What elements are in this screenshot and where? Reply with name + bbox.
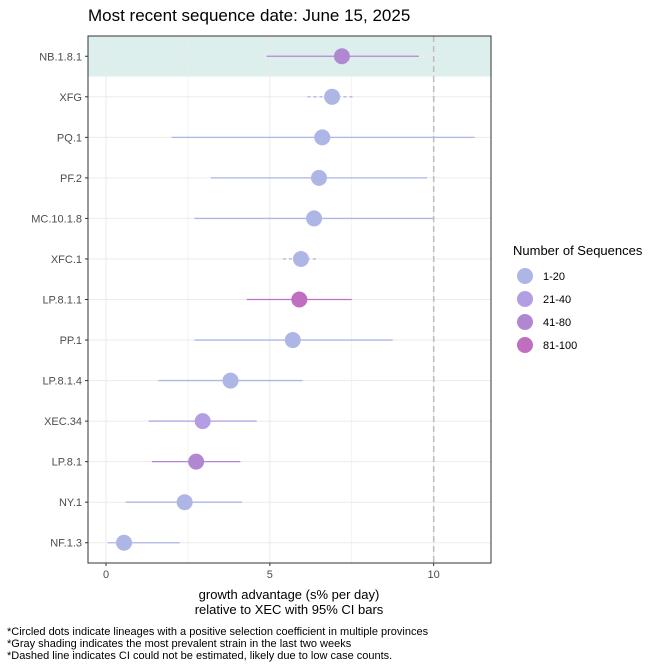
x-axis-title: growth advantage (s% per day) bbox=[199, 587, 380, 602]
data-point bbox=[333, 48, 350, 65]
footnote-dashed-line: *Dashed line indicates CI could not be e… bbox=[7, 650, 393, 662]
data-point bbox=[292, 250, 309, 267]
reference-strain: XEC bbox=[255, 602, 282, 617]
y-tick-label: PQ.1 bbox=[57, 132, 82, 144]
x-tick-label: 5 bbox=[267, 569, 273, 581]
legend-key bbox=[517, 337, 533, 353]
legend-key bbox=[517, 291, 533, 307]
y-tick-label: PP.1 bbox=[60, 335, 82, 347]
data-point bbox=[284, 332, 301, 349]
x-axis-subtitle-prefix: relative to bbox=[195, 602, 251, 617]
data-point bbox=[310, 169, 327, 186]
data-point bbox=[188, 453, 205, 470]
x-axis-subtitle-suffix: with 95% CI bars bbox=[284, 602, 384, 617]
y-tick-label: NF.1.3 bbox=[50, 538, 82, 550]
legend-key bbox=[517, 268, 533, 284]
legend-title: Number of Sequences bbox=[513, 243, 643, 258]
data-point bbox=[291, 291, 308, 308]
y-tick-label: LP.8.1.4 bbox=[42, 376, 82, 388]
data-point bbox=[314, 129, 331, 146]
data-point bbox=[306, 210, 323, 227]
data-point bbox=[222, 372, 239, 389]
y-tick-label: LP.8.1 bbox=[52, 457, 82, 469]
footnote-circled-dots: *Circled dots indicate lineages with a p… bbox=[7, 626, 429, 638]
y-tick-label: LP.8.1.1 bbox=[42, 295, 82, 307]
y-tick-label: NB.1.8.1 bbox=[39, 51, 82, 63]
footnote-gray-shading: *Gray shading indicates the most prevale… bbox=[7, 638, 352, 650]
y-tick-label: XEC.34 bbox=[44, 416, 82, 428]
x-tick-label: 10 bbox=[428, 569, 440, 581]
y-tick-label: MC.10.1.8 bbox=[31, 213, 82, 225]
legend-key bbox=[517, 314, 533, 330]
data-point bbox=[324, 88, 341, 105]
y-tick-label: XFG bbox=[59, 92, 82, 104]
legend-label: 1-20 bbox=[543, 271, 565, 283]
data-point bbox=[194, 413, 211, 430]
x-axis: NB.1.8.1 XFG PQ.1 PF.2 MC.10.1.8 XFC.1 LP.8.1.… bbox=[31, 51, 440, 581]
y-tick-label: XFC.1 bbox=[51, 254, 82, 266]
legend-label: 21-40 bbox=[543, 294, 571, 306]
chart-title: Most recent sequence date: June 15, 2025 bbox=[88, 6, 410, 25]
y-tick-label: NY.1 bbox=[59, 497, 82, 509]
y-tick-label: PF.2 bbox=[60, 173, 82, 185]
data-point bbox=[176, 494, 193, 511]
plot-panel bbox=[87, 35, 492, 564]
x-tick-label: 0 bbox=[103, 569, 109, 581]
legend: Number of Sequences 1-20 21-40 41-80 81-100 bbox=[513, 243, 643, 353]
legend-label: 41-80 bbox=[543, 317, 571, 329]
data-point bbox=[116, 534, 133, 551]
legend-label: 81-100 bbox=[543, 340, 577, 352]
x-axis-subtitle: relative to XEC with 95% CI bars bbox=[195, 602, 384, 617]
